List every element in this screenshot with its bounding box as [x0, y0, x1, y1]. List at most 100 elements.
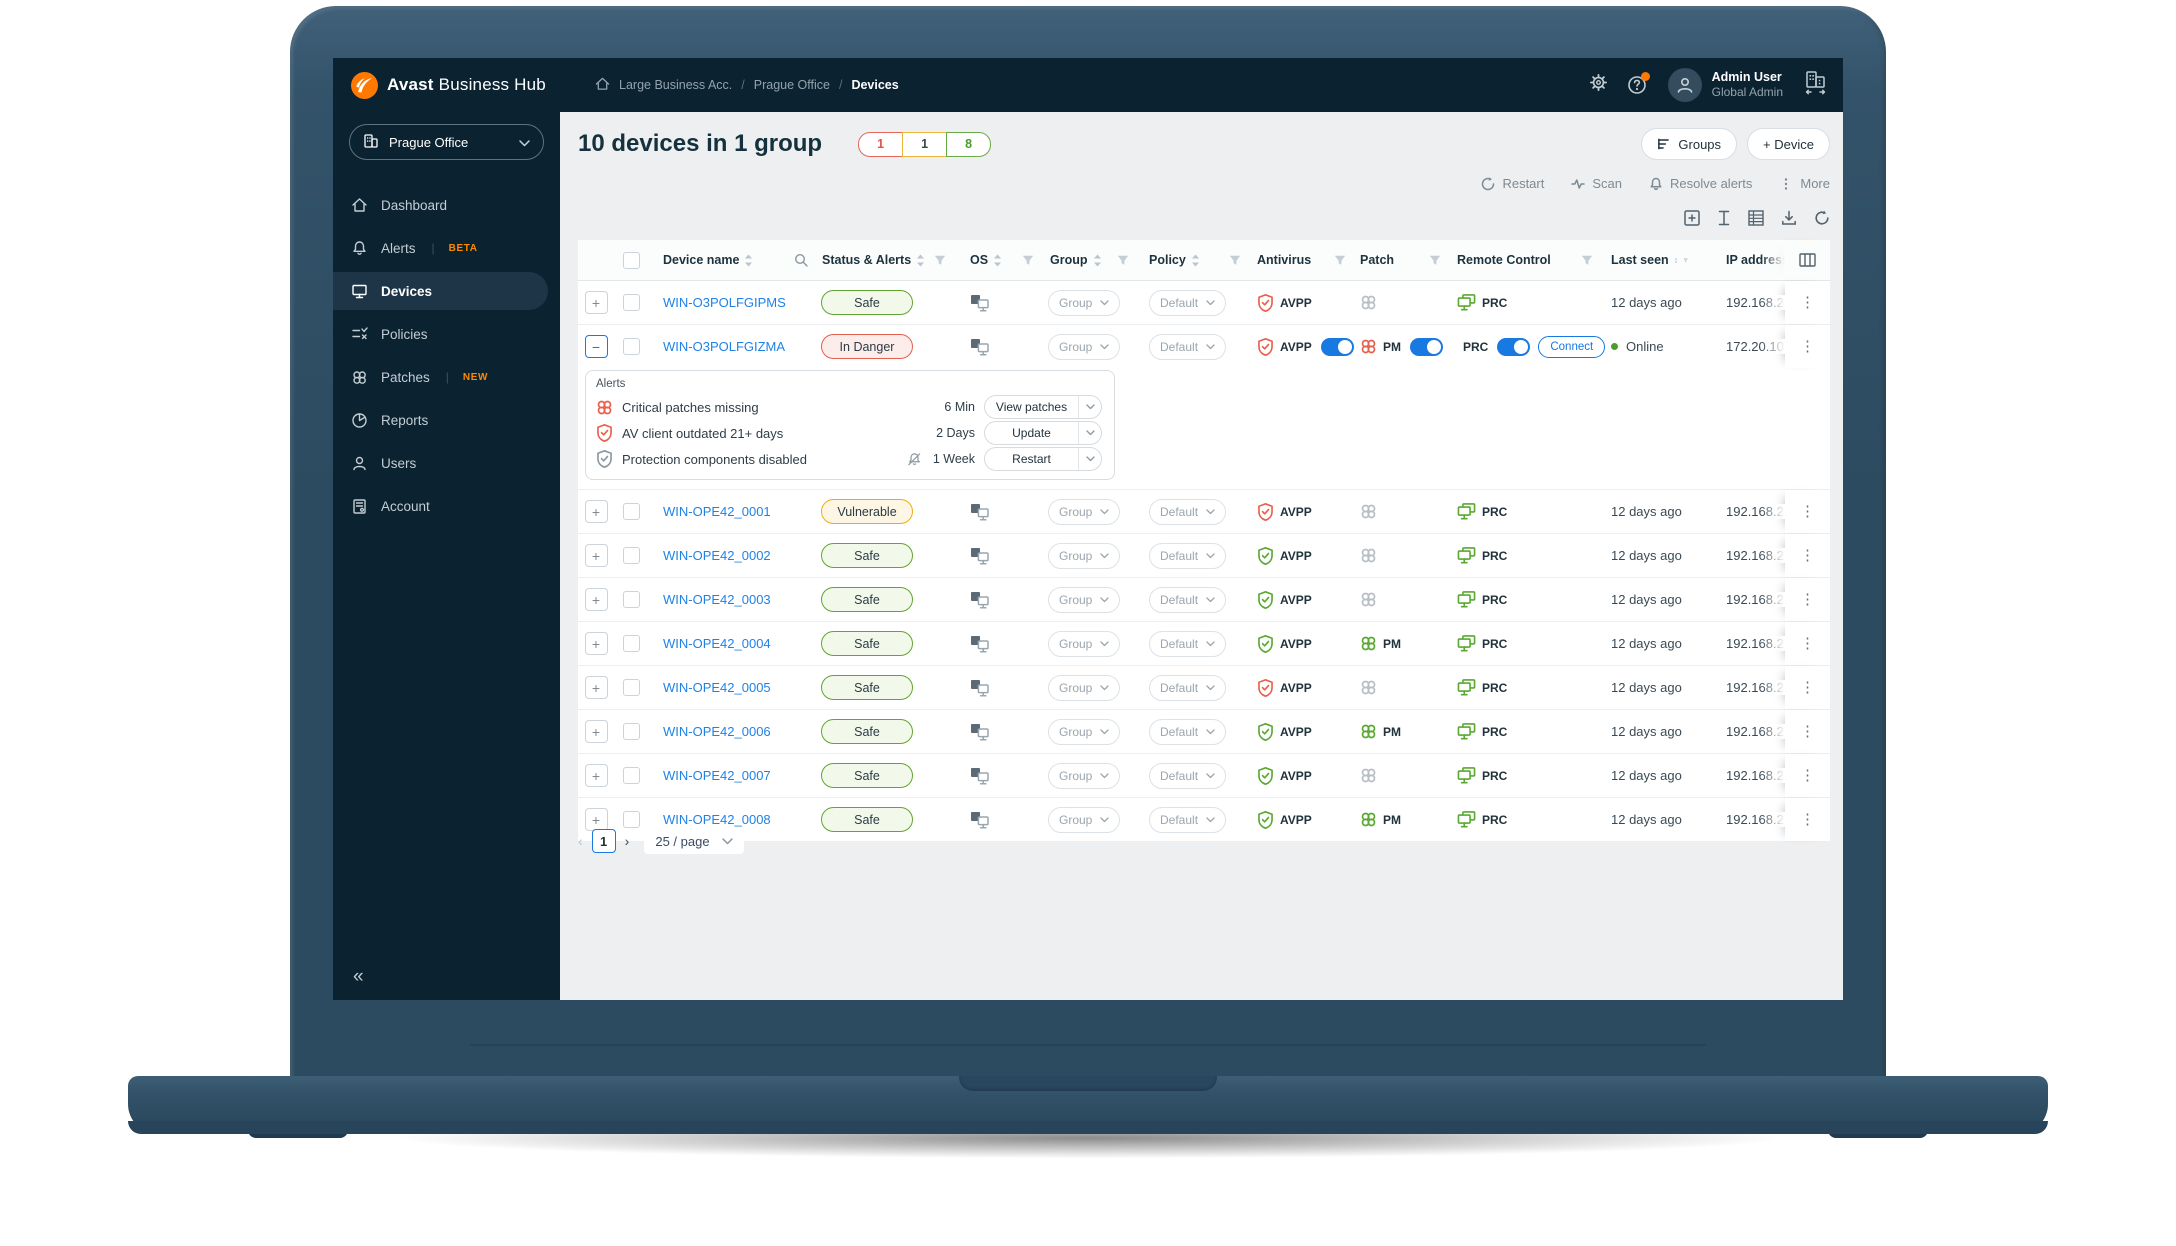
policy-dropdown[interactable]: Default	[1149, 806, 1227, 833]
row-menu-button[interactable]: ⋮	[1785, 490, 1830, 533]
policy-dropdown[interactable]: Default	[1149, 498, 1227, 525]
device-name-link[interactable]: WIN-OPE42_0007	[663, 768, 771, 783]
help-icon[interactable]	[1627, 72, 1650, 95]
bulk-action-scan[interactable]: Scan	[1571, 176, 1622, 191]
next-page-button[interactable]: ›	[624, 833, 630, 849]
row-menu-button[interactable]: ⋮	[1785, 325, 1830, 368]
sidebar-item-reports[interactable]: Reports	[333, 401, 548, 439]
expand-row-button[interactable]: +	[584, 291, 608, 314]
column-header-patch[interactable]: Patch	[1358, 240, 1453, 280]
sort-icon[interactable]	[1093, 254, 1102, 267]
alert-action-button[interactable]: Restart	[984, 447, 1102, 471]
expand-all-icon[interactable]	[1684, 210, 1700, 226]
row-menu-button[interactable]: ⋮	[1785, 578, 1830, 621]
home-icon[interactable]	[595, 77, 610, 94]
device-count-badge-yellow[interactable]: 1	[902, 131, 948, 157]
row-checkbox[interactable]	[622, 679, 640, 696]
filter-icon[interactable]	[1581, 255, 1593, 266]
device-name-link[interactable]: WIN-OPE42_0002	[663, 548, 771, 563]
row-checkbox[interactable]	[622, 338, 640, 355]
policy-dropdown[interactable]: Default	[1149, 542, 1227, 569]
sidebar-item-patches[interactable]: Patches | NEW	[333, 358, 548, 396]
search-icon[interactable]	[794, 253, 808, 267]
row-checkbox[interactable]	[622, 591, 640, 608]
policy-dropdown[interactable]: Default	[1149, 718, 1227, 745]
expand-row-button[interactable]: −	[584, 335, 608, 358]
group-dropdown[interactable]: Group	[1048, 542, 1121, 569]
select-all-checkbox[interactable]	[622, 251, 640, 269]
sidebar-item-policies[interactable]: Policies	[333, 315, 548, 353]
bulk-action-more[interactable]: More	[1779, 176, 1830, 191]
column-header-status-alerts[interactable]: Status & Alerts	[818, 240, 958, 280]
sidebar-item-dashboard[interactable]: Dashboard	[333, 186, 548, 224]
alert-action-button[interactable]: View patches	[984, 395, 1102, 419]
policy-dropdown[interactable]: Default	[1149, 586, 1227, 613]
device-name-link[interactable]: WIN-OPE42_0008	[663, 812, 771, 827]
export-download-icon[interactable]	[1781, 210, 1797, 226]
org-selector[interactable]: Prague Office	[349, 124, 544, 160]
alert-action-button[interactable]: Update	[984, 421, 1102, 445]
policy-dropdown[interactable]: Default	[1149, 333, 1227, 360]
column-header-os[interactable]: OS	[958, 240, 1046, 280]
row-checkbox[interactable]	[622, 294, 640, 311]
column-header-last-seen[interactable]: Last seen	[1605, 240, 1700, 280]
column-header-policy[interactable]: Policy	[1141, 240, 1253, 280]
alert-action-chevron[interactable]	[1078, 396, 1101, 418]
row-menu-button[interactable]: ⋮	[1785, 281, 1830, 324]
bulk-action-resolve-alerts[interactable]: Resolve alerts	[1649, 176, 1752, 191]
breadcrumb-item[interactable]: Large Business Acc.	[619, 78, 733, 92]
device-name-link[interactable]: WIN-O3POLFGIZMA	[663, 339, 786, 354]
row-checkbox[interactable]	[622, 811, 640, 828]
filter-icon[interactable]	[934, 255, 946, 266]
sort-icon[interactable]	[993, 254, 1002, 267]
expand-row-button[interactable]: +	[584, 764, 608, 787]
prev-page-button[interactable]: ‹	[578, 833, 583, 849]
sort-icon[interactable]	[1674, 254, 1678, 267]
group-dropdown[interactable]: Group	[1048, 718, 1121, 745]
expand-row-button[interactable]: +	[584, 676, 608, 699]
settings-gear-icon[interactable]	[1589, 73, 1608, 97]
group-dropdown[interactable]: Group	[1048, 806, 1121, 833]
sidebar-collapse-button[interactable]: «	[353, 966, 364, 987]
column-header-antivirus[interactable]: Antivirus	[1253, 240, 1358, 280]
filter-icon[interactable]	[1022, 255, 1034, 266]
device-count-badge-red[interactable]: 1	[858, 131, 904, 157]
expand-row-button[interactable]: +	[584, 720, 608, 743]
sort-icon[interactable]	[916, 254, 925, 267]
policy-dropdown[interactable]: Default	[1149, 630, 1227, 657]
alert-action-chevron[interactable]	[1078, 422, 1101, 444]
sidebar-item-devices[interactable]: Devices	[333, 272, 548, 310]
per-page-select[interactable]: 25 / page	[644, 828, 744, 854]
column-header-remote-control[interactable]: Remote Control	[1453, 240, 1605, 280]
group-dropdown[interactable]: Group	[1048, 333, 1121, 360]
row-checkbox[interactable]	[622, 635, 640, 652]
row-height-icon[interactable]	[1717, 210, 1731, 226]
expand-row-button[interactable]: +	[584, 500, 608, 523]
connect-button[interactable]: Connect	[1538, 335, 1606, 358]
add-device-button[interactable]: + Device	[1747, 128, 1830, 160]
group-dropdown[interactable]: Group	[1048, 498, 1121, 525]
alert-action-chevron[interactable]	[1078, 448, 1101, 470]
device-name-link[interactable]: WIN-OPE42_0003	[663, 592, 771, 607]
breadcrumb-item[interactable]: Prague Office	[753, 78, 830, 92]
toggle-on[interactable]	[1497, 337, 1531, 356]
group-dropdown[interactable]: Group	[1048, 762, 1121, 789]
column-header-group[interactable]: Group	[1046, 240, 1141, 280]
expand-row-button[interactable]: +	[584, 588, 608, 611]
bulk-action-restart[interactable]: Restart	[1481, 176, 1544, 191]
row-menu-button[interactable]: ⋮	[1785, 754, 1830, 797]
row-menu-button[interactable]: ⋮	[1785, 622, 1830, 665]
expand-row-button[interactable]: +	[584, 544, 608, 567]
device-name-link[interactable]: WIN-OPE42_0004	[663, 636, 771, 651]
policy-dropdown[interactable]: Default	[1149, 674, 1227, 701]
filter-icon[interactable]	[1683, 255, 1688, 266]
groups-button[interactable]: Groups	[1641, 128, 1738, 160]
device-count-badge-green[interactable]: 8	[946, 131, 992, 157]
table-density-icon[interactable]	[1748, 210, 1764, 226]
device-name-link[interactable]: WIN-O3POLFGIPMS	[663, 295, 786, 310]
toggle-on[interactable]	[1320, 337, 1354, 356]
toggle-on[interactable]	[1410, 337, 1443, 356]
group-dropdown[interactable]: Group	[1048, 289, 1121, 316]
device-name-link[interactable]: WIN-OPE42_0006	[663, 724, 771, 739]
row-checkbox[interactable]	[622, 767, 640, 784]
